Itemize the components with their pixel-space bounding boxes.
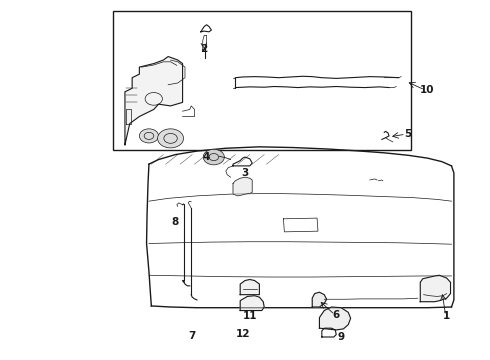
- Polygon shape: [240, 279, 259, 294]
- Polygon shape: [240, 296, 264, 311]
- Text: 8: 8: [172, 217, 179, 227]
- Bar: [113, 11, 411, 150]
- Polygon shape: [125, 57, 183, 145]
- Polygon shape: [319, 307, 351, 330]
- Circle shape: [139, 129, 159, 143]
- Circle shape: [203, 149, 224, 165]
- Text: 2: 2: [200, 45, 208, 54]
- Text: 3: 3: [242, 168, 248, 178]
- Text: 11: 11: [243, 311, 257, 321]
- Text: 10: 10: [420, 85, 435, 95]
- Text: 9: 9: [338, 332, 344, 342]
- Text: 6: 6: [333, 310, 340, 320]
- Text: 1: 1: [443, 311, 450, 321]
- Polygon shape: [233, 177, 252, 196]
- Polygon shape: [420, 275, 450, 302]
- Polygon shape: [312, 292, 327, 307]
- Text: 7: 7: [189, 331, 196, 341]
- Circle shape: [158, 129, 184, 148]
- Text: 4: 4: [203, 152, 210, 162]
- Text: 12: 12: [235, 329, 250, 339]
- Text: 5: 5: [405, 129, 412, 139]
